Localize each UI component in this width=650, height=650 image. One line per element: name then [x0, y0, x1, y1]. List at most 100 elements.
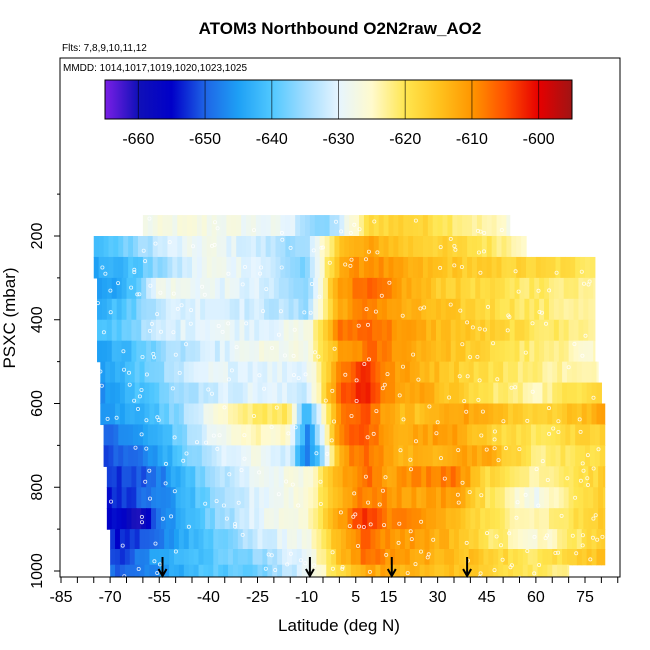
heatmap-row [97, 340, 596, 363]
heatmap-cell [447, 424, 453, 446]
sample-point [214, 499, 219, 504]
sample-point [467, 490, 472, 495]
heatmap-row [93, 236, 527, 258]
heatmap-cell [223, 529, 229, 550]
heatmap-cell [336, 403, 342, 426]
heatmap-cell [375, 382, 381, 405]
heatmap-cell [591, 361, 598, 384]
heatmap-cell [506, 256, 512, 279]
heatmap-cell [508, 564, 514, 577]
heatmap-cell [399, 361, 406, 384]
heatmap-cell [249, 298, 255, 321]
heatmap-cell [468, 361, 475, 384]
sample-point [143, 259, 148, 264]
sample-point [147, 468, 152, 473]
sample-point [332, 346, 337, 351]
sample-point [591, 466, 596, 471]
heatmap-cell [571, 529, 578, 550]
heatmap-cell [504, 508, 511, 530]
sample-point [127, 382, 132, 387]
heatmap-cell [331, 382, 337, 405]
heatmap-cell [200, 487, 206, 509]
heatmap-row [106, 508, 606, 530]
heatmap-cell [591, 403, 598, 426]
heatmap-cell [499, 277, 506, 300]
heatmap-cell [226, 424, 232, 446]
heatmap-cell [151, 298, 157, 321]
sample-point [227, 472, 232, 477]
heatmap-cell [372, 340, 378, 363]
heatmap-cell [432, 445, 439, 467]
heatmap-cell [566, 529, 573, 550]
sample-point [155, 415, 160, 420]
heatmap-cell [277, 529, 283, 550]
heatmap-cell [454, 403, 460, 426]
heatmap-cell [521, 424, 527, 446]
heatmap-cell [142, 445, 149, 467]
heatmap-cell [568, 319, 575, 342]
heatmap-cell [201, 445, 208, 467]
heatmap-cell [462, 256, 468, 279]
sample-point [317, 294, 322, 299]
heatmap-cell [100, 403, 106, 426]
heatmap-cell [406, 277, 413, 300]
sample-point [409, 537, 414, 542]
heatmap-cell [360, 564, 367, 577]
heatmap-cell [422, 424, 429, 446]
heatmap-cell [188, 564, 195, 577]
heatmap-cell [223, 564, 229, 577]
heatmap-cell [404, 382, 411, 405]
sample-point [572, 341, 577, 346]
heatmap-cell [190, 340, 196, 363]
sample-point [453, 247, 458, 252]
heatmap-cell [210, 319, 216, 342]
heatmap-cell [457, 236, 463, 258]
heatmap-cell [118, 424, 124, 446]
heatmap-cell [332, 466, 339, 488]
sample-point [323, 398, 328, 403]
heatmap-cell [154, 529, 160, 550]
heatmap-cell [291, 403, 298, 426]
x-tick-label: -85 [49, 589, 72, 606]
heatmap-cell [504, 298, 511, 321]
heatmap-cell [475, 487, 481, 509]
heatmap-cell [149, 382, 155, 405]
sample-point [139, 432, 144, 437]
sample-point [434, 431, 439, 436]
heatmap-cell [164, 361, 170, 384]
heatmap-cell [473, 564, 480, 577]
heatmap-cell [192, 256, 198, 279]
sample-point [543, 536, 548, 541]
heatmap-cell [131, 487, 137, 509]
heatmap-cell [304, 445, 311, 467]
sample-point [226, 377, 231, 382]
heatmap-cell [341, 403, 347, 426]
heatmap-cell [155, 508, 162, 530]
heatmap-cell [195, 508, 201, 530]
heatmap-cell [360, 549, 367, 566]
heatmap-cell [260, 236, 267, 258]
heatmap-cell [434, 382, 440, 405]
heatmap-cell [494, 487, 501, 509]
heatmap-cell [160, 277, 167, 300]
heatmap-cell [372, 298, 378, 321]
heatmap-cell [463, 403, 470, 426]
heatmap-cell [468, 403, 475, 426]
heatmap-cell [275, 236, 282, 258]
heatmap-cell [458, 529, 465, 550]
heatmap-cell [304, 256, 311, 279]
heatmap-cell [331, 529, 337, 550]
heatmap-cell [239, 319, 245, 342]
heatmap-cell [136, 466, 142, 488]
heatmap-cell [193, 564, 200, 577]
heatmap-cell [380, 361, 386, 384]
heatmap-cell [293, 277, 300, 300]
heatmap-cell [553, 277, 560, 300]
sample-point [479, 493, 484, 498]
heatmap-cell [146, 508, 152, 530]
heatmap-cell [539, 508, 545, 530]
heatmap-cell [362, 277, 368, 300]
heatmap-cell [386, 277, 393, 300]
heatmap-cell [586, 361, 593, 384]
heatmap-cell [224, 487, 231, 509]
